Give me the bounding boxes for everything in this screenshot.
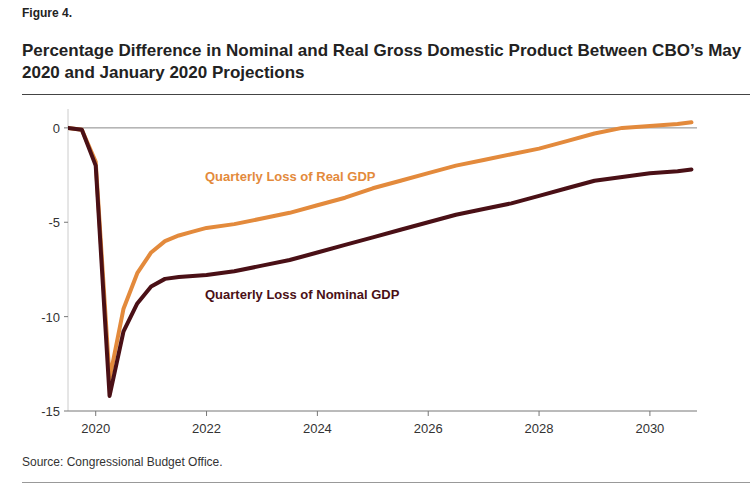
rule: [22, 94, 750, 95]
x-tick: [649, 411, 650, 416]
rule: [22, 482, 750, 483]
source: Source: Congressional Budget Office.: [22, 455, 223, 469]
title: Percentage Difference in Nominal and Rea…: [22, 40, 755, 84]
x-tick-label: 2026: [414, 421, 443, 436]
y-tick-label: -15: [41, 404, 60, 419]
y-tick-label: 0: [53, 121, 60, 136]
y-axis-line: [68, 109, 69, 411]
figure-label: Figure 4.: [22, 6, 72, 20]
x-tick: [206, 411, 207, 416]
series-line: [68, 128, 691, 396]
x-tick: [428, 411, 429, 416]
x-tick: [539, 411, 540, 416]
y-tick: [64, 127, 68, 128]
x-axis-line: [68, 411, 697, 412]
x-tick-label: 2028: [525, 421, 554, 436]
y-tick-label: -5: [48, 215, 60, 230]
x-tick-label: 2030: [635, 421, 664, 436]
plot-area: [68, 122, 691, 396]
series-label: Quarterly Loss of Nominal GDP: [205, 287, 400, 302]
chart: 0 -5 -10 -15 2020 2022 2024 2026 2028 2030 Quarter…: [0, 0, 755, 502]
series-line: [68, 122, 691, 379]
x-tick-label: 2022: [192, 421, 221, 436]
series-label: Quarterly Loss of Real GDP: [205, 169, 376, 184]
y-tick: [64, 411, 68, 412]
x-tick-label: 2024: [303, 421, 332, 436]
baseline: [68, 127, 697, 128]
x-tick: [95, 411, 96, 416]
y-tick: [64, 316, 68, 317]
y-tick: [64, 222, 68, 223]
x-tick-label: 2020: [81, 421, 110, 436]
x-tick: [317, 411, 318, 416]
y-tick-label: -10: [41, 310, 60, 325]
